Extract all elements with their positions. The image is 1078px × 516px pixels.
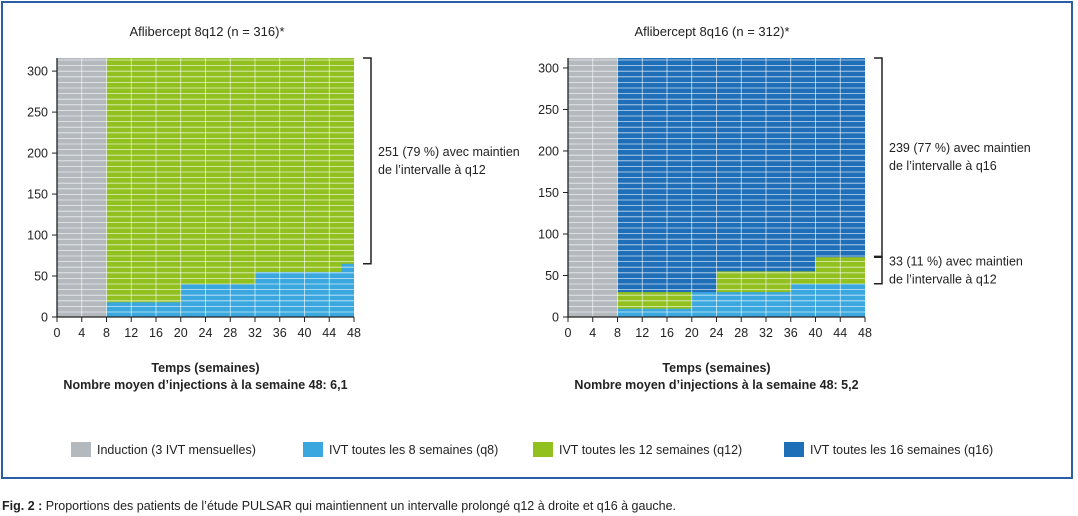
legend-label-q8: IVT toutes les 8 semaines (q8) <box>329 443 498 457</box>
chart2-xtick-label-32: 32 <box>759 326 773 340</box>
chart2-grid <box>568 58 865 317</box>
chart2-annotation-0-line-0: 239 (77 %) avec maintien <box>889 141 1031 155</box>
chart1-xtick-label-8: 8 <box>103 326 110 340</box>
chart2-xtick-label-48: 48 <box>858 326 872 340</box>
caption-text: Proportions des patients de l’étude PULS… <box>42 499 677 513</box>
chart2-ytick-label-0: 0 <box>552 311 559 325</box>
chart2-xtick-label-20: 20 <box>685 326 699 340</box>
chart1-xtick-label-0: 0 <box>54 326 61 340</box>
chart1-region-q8-5 <box>341 263 354 317</box>
chart1-annotation-0-line-0: 251 (79 %) avec maintien <box>378 145 520 159</box>
chart2-xtick-label-24: 24 <box>710 326 724 340</box>
chart2-region-q8-5 <box>617 308 692 317</box>
chart1-xtick-label-32: 32 <box>248 326 262 340</box>
chart2-ytick-label-150: 150 <box>538 186 559 200</box>
chart1-ytick-label-300: 300 <box>27 65 48 79</box>
chart2-annotation-1-line-1: de l’intervalle à q12 <box>889 273 997 287</box>
legend-swatch-induction <box>71 442 91 457</box>
chart2-annotation-bracket-0 <box>874 57 883 258</box>
chart2-subxlabel: Nombre moyen d’injections à la semaine 4… <box>574 378 858 392</box>
chart1-xtick-label-12: 12 <box>124 326 138 340</box>
chart2-xtick-label-36: 36 <box>784 326 798 340</box>
chart2-xtick-label-8: 8 <box>614 326 621 340</box>
chart1-ytick-label-100: 100 <box>27 229 48 243</box>
chart1-ytick-label-0: 0 <box>41 311 48 325</box>
chart1-xtick-label-36: 36 <box>273 326 287 340</box>
chart2-annotation-1-line-0: 33 (11 %) avec maintien <box>889 255 1023 269</box>
figure-caption: Fig. 2 : Proportions des patients de l’é… <box>2 499 676 513</box>
chart1-region-q8-2 <box>106 302 181 317</box>
chart2-xtick-label-40: 40 <box>809 326 823 340</box>
chart1-xtick-label-4: 4 <box>78 326 85 340</box>
legend-swatch-q12 <box>533 442 553 457</box>
chart2-ytick-label-100: 100 <box>538 227 559 241</box>
chart1-xlabel: Temps (semaines) <box>151 361 259 375</box>
chart1-xtick-label-20: 20 <box>174 326 188 340</box>
chart2-ytick-label-200: 200 <box>538 144 559 158</box>
chart2-ytick-label-250: 250 <box>538 103 559 117</box>
chart1-annotation-0-line-1: de l’intervalle à q12 <box>378 163 486 177</box>
chart2-xtick-label-0: 0 <box>565 326 572 340</box>
chart2-title: Aflibercept 8q16 (n = 312)* <box>634 24 789 39</box>
chart2-ytick-label-50: 50 <box>545 269 559 283</box>
chart2-xtick-label-4: 4 <box>589 326 596 340</box>
chart1-xtick-label-44: 44 <box>322 326 336 340</box>
chart2-xtick-label-12: 12 <box>635 326 649 340</box>
chart2-annotation-bracket-1 <box>874 256 883 285</box>
chart1-subxlabel: Nombre moyen d’injections à la semaine 4… <box>63 378 347 392</box>
chart1-xtick-label-24: 24 <box>199 326 213 340</box>
chart1-xtick-label-16: 16 <box>149 326 163 340</box>
legend-label-q12: IVT toutes les 12 semaines (q12) <box>559 443 742 457</box>
chart1-grid <box>57 58 354 317</box>
chart2-xtick-label-16: 16 <box>660 326 674 340</box>
chart2-xtick-label-28: 28 <box>734 326 748 340</box>
legend-label-q16: IVT toutes les 16 semaines (q16) <box>810 443 993 457</box>
legend-label-induction: Induction (3 IVT mensuelles) <box>97 443 256 457</box>
chart1-ytick-label-150: 150 <box>27 188 48 202</box>
chart1-title: Aflibercept 8q12 (n = 316)* <box>129 24 284 39</box>
chart1-region-q8-4 <box>255 271 342 317</box>
chart2-annotation-0-line-1: de l’intervalle à q16 <box>889 159 997 173</box>
chart1-annotation-bracket-0 <box>363 57 372 265</box>
legend-swatch-q16 <box>784 442 804 457</box>
chart1-ytick-label-250: 250 <box>27 106 48 120</box>
legend-swatch-q8 <box>303 442 323 457</box>
chart1-xtick-label-40: 40 <box>298 326 312 340</box>
caption-label: Fig. 2 : <box>2 499 43 513</box>
chart1-xtick-label-48: 48 <box>347 326 361 340</box>
chart1-ytick-label-200: 200 <box>27 147 48 161</box>
chart1-xtick-label-28: 28 <box>223 326 237 340</box>
figure-frame <box>1 1 1073 479</box>
chart2-xtick-label-44: 44 <box>833 326 847 340</box>
chart1-ytick-label-50: 50 <box>34 270 48 284</box>
chart2-ytick-label-300: 300 <box>538 61 559 75</box>
chart2-xlabel: Temps (semaines) <box>662 361 770 375</box>
